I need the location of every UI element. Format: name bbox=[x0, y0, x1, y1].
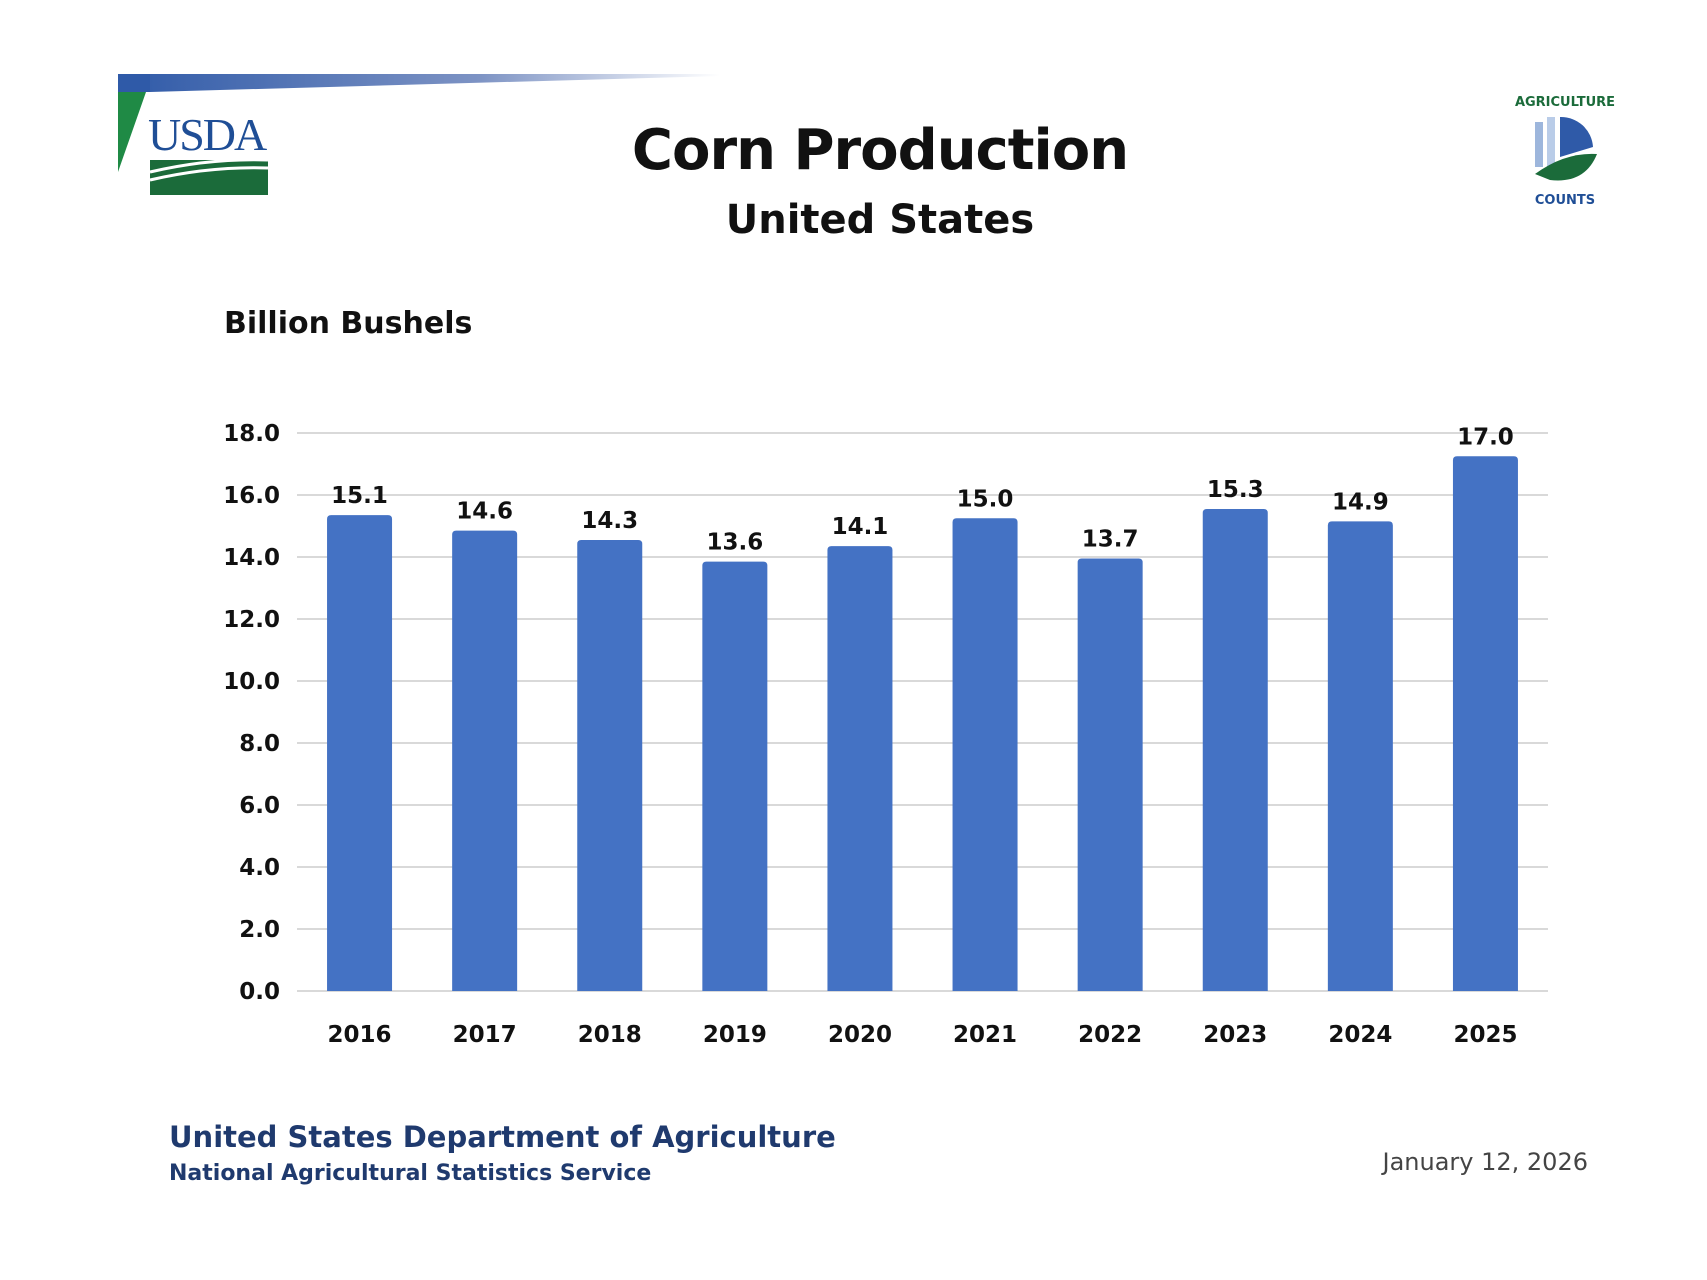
data-label: 17.0 bbox=[1457, 424, 1514, 450]
bar-2019 bbox=[702, 561, 768, 991]
bar-2025 bbox=[1452, 456, 1518, 991]
x-tick-label: 2018 bbox=[578, 1022, 642, 1048]
bar-2021 bbox=[952, 518, 1018, 991]
data-label: 14.3 bbox=[581, 508, 638, 534]
y-tick-label: 6.0 bbox=[239, 793, 280, 819]
bar-2018 bbox=[577, 539, 643, 991]
svg-text:AGRICULTURE: AGRICULTURE bbox=[1515, 95, 1615, 110]
bar-2020 bbox=[827, 546, 893, 991]
agriculture-counts-logo: AGRICULTURE COUNTS bbox=[1515, 95, 1615, 208]
x-tick-label: 2016 bbox=[328, 1022, 392, 1048]
x-tick-label: 2024 bbox=[1328, 1022, 1392, 1048]
svg-text:USDA: USDA bbox=[148, 109, 267, 160]
y-tick-label: 0.0 bbox=[239, 979, 280, 1005]
y-tick-label: 18.0 bbox=[223, 421, 280, 447]
x-tick-label: 2023 bbox=[1203, 1022, 1267, 1048]
x-tick-label: 2025 bbox=[1453, 1022, 1517, 1048]
data-label: 14.9 bbox=[1332, 489, 1389, 515]
svg-text:COUNTS: COUNTS bbox=[1535, 193, 1595, 208]
chart-title: Corn Production bbox=[631, 118, 1129, 183]
y-axis-label: Billion Bushels bbox=[224, 306, 473, 341]
footer-service: National Agricultural Statistics Service bbox=[169, 1161, 652, 1186]
data-label: 14.1 bbox=[832, 514, 889, 540]
x-tick-label: 2021 bbox=[953, 1022, 1017, 1048]
footer-department: United States Department of Agriculture bbox=[169, 1120, 836, 1154]
y-tick-label: 12.0 bbox=[223, 607, 280, 633]
x-tick-label: 2020 bbox=[828, 1022, 892, 1048]
bar-2017 bbox=[452, 530, 518, 991]
y-tick-label: 4.0 bbox=[239, 855, 280, 881]
chart-subtitle: United States bbox=[725, 197, 1035, 243]
data-label: 13.7 bbox=[1082, 527, 1139, 553]
y-tick-label: 14.0 bbox=[223, 545, 280, 571]
data-label: 15.0 bbox=[957, 486, 1014, 512]
bar-2022 bbox=[1077, 558, 1143, 991]
data-label: 15.1 bbox=[331, 483, 388, 509]
data-label: 15.3 bbox=[1207, 477, 1264, 503]
y-tick-label: 2.0 bbox=[239, 917, 280, 943]
report-date: January 12, 2026 bbox=[1382, 1148, 1589, 1176]
bar-2024 bbox=[1327, 521, 1393, 991]
y-tick-label: 8.0 bbox=[239, 731, 280, 757]
x-tick-label: 2017 bbox=[453, 1022, 517, 1048]
data-label: 14.6 bbox=[456, 499, 513, 525]
data-label: 13.6 bbox=[706, 530, 763, 556]
bar-2023 bbox=[1202, 508, 1268, 991]
x-tick-label: 2022 bbox=[1078, 1022, 1142, 1048]
x-tick-label: 2019 bbox=[703, 1022, 767, 1048]
y-tick-label: 10.0 bbox=[223, 669, 280, 695]
y-tick-label: 16.0 bbox=[223, 483, 280, 509]
bar-2016 bbox=[327, 515, 393, 991]
